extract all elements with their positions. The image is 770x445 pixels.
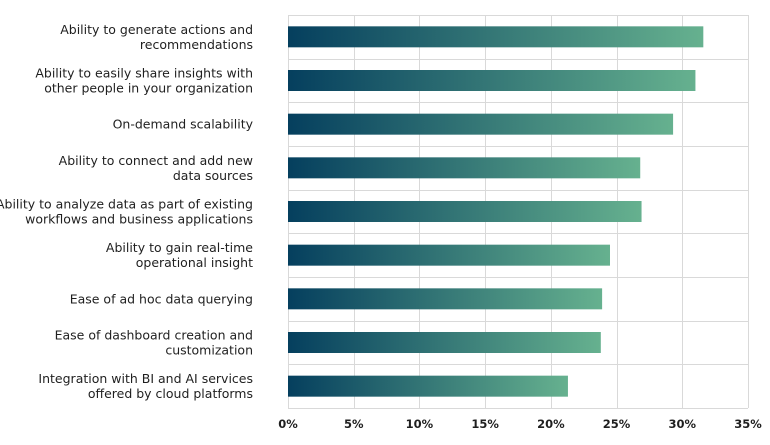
category-label: Ability to generate actions and recommend… bbox=[60, 22, 253, 52]
category-label-line: Ease of dashboard creation and bbox=[55, 328, 253, 343]
category-label: Ability to analyze data as part of exist… bbox=[0, 197, 253, 227]
category-label-line: operational insight bbox=[136, 255, 253, 270]
category-label-line: other people in your organization bbox=[44, 81, 253, 96]
category-label: Ability to easily share insights with oth… bbox=[35, 66, 253, 96]
category-label-line: Ability to generate actions and bbox=[60, 22, 253, 37]
x-tick-label: 20% bbox=[537, 417, 565, 431]
category-label-line: workflows and business applications bbox=[25, 212, 253, 227]
category-labels: Ability to generate actions and recommend… bbox=[0, 22, 254, 401]
x-tick-label: 30% bbox=[669, 417, 697, 431]
bar bbox=[288, 332, 601, 353]
category-label-line: Ability to analyze data as part of exist… bbox=[0, 197, 253, 212]
category-label-line: Ability to easily share insights with bbox=[35, 66, 253, 81]
x-tick-label: 35% bbox=[734, 417, 762, 431]
category-label-line: customization bbox=[165, 343, 253, 358]
category-label-line: Integration with BI and AI services bbox=[38, 371, 253, 386]
x-tick-label: 15% bbox=[471, 417, 499, 431]
bar bbox=[288, 375, 568, 397]
bar bbox=[288, 113, 674, 135]
category-label: Ease of dashboard creation and customizat… bbox=[55, 328, 253, 358]
x-tick-label: 5% bbox=[344, 417, 364, 431]
category-label: Integration with BI and AI services offer… bbox=[38, 371, 253, 401]
category-label: Ease of ad hoc data querying bbox=[70, 291, 253, 306]
x-axis-ticks: 0% 5% 10% 15% 20% 25% 30% 35% bbox=[278, 417, 762, 431]
bar bbox=[288, 157, 641, 179]
category-label-line: data sources bbox=[173, 168, 253, 183]
category-label-line: Ease of ad hoc data querying bbox=[70, 291, 253, 306]
bar bbox=[288, 288, 603, 310]
category-label-line: Ability to gain real-time bbox=[106, 240, 253, 255]
bar bbox=[288, 70, 696, 91]
x-tick-label: 25% bbox=[603, 417, 631, 431]
bars bbox=[288, 26, 704, 397]
category-label: On-demand scalability bbox=[113, 117, 254, 132]
category-label-line: offered by cloud platforms bbox=[88, 386, 253, 401]
bar bbox=[288, 26, 704, 48]
category-label-line: On-demand scalability bbox=[113, 117, 254, 132]
x-tick-label: 0% bbox=[278, 417, 298, 431]
x-tick-label: 10% bbox=[406, 417, 434, 431]
category-label: Ability to connect and add new data sourc… bbox=[59, 153, 253, 183]
bar bbox=[288, 201, 642, 222]
category-label-line: Ability to connect and add new bbox=[59, 153, 253, 168]
category-label: Ability to gain real-time operational ins… bbox=[106, 240, 253, 270]
bar bbox=[288, 244, 610, 266]
category-label-line: recommendations bbox=[140, 37, 253, 52]
